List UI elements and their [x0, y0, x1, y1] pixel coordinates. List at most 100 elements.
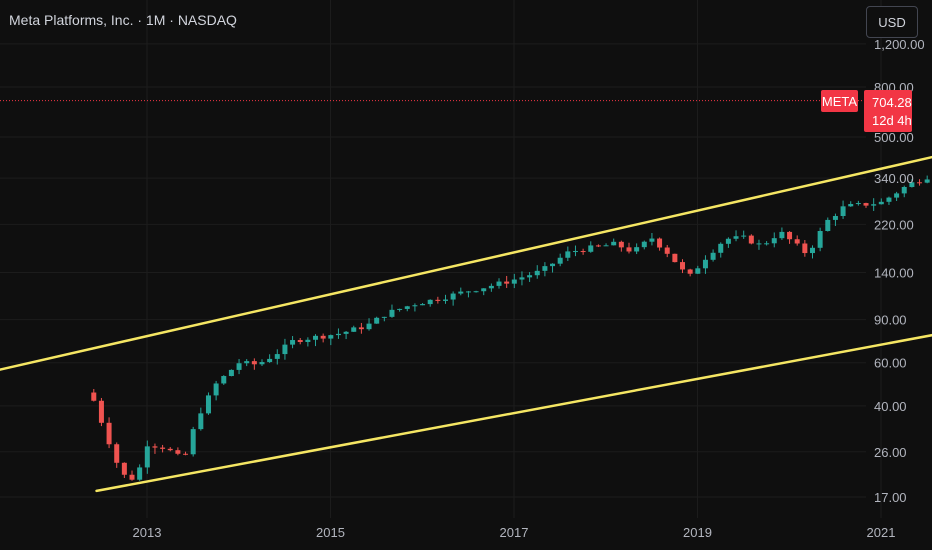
candle-body: [734, 236, 739, 239]
candle-body: [527, 275, 532, 277]
candle-body: [145, 446, 150, 467]
price-tag-price: 704.28: [872, 95, 912, 110]
candle-body: [894, 193, 899, 197]
candle-body: [275, 354, 280, 359]
candle-body: [764, 243, 769, 244]
candle-body: [305, 340, 310, 342]
candle-body: [779, 232, 784, 238]
candle-body: [711, 253, 716, 260]
candle-body: [626, 247, 631, 251]
candle-body: [183, 454, 188, 455]
candle-body: [749, 236, 754, 244]
candle-body: [282, 345, 287, 354]
candle-body: [168, 449, 173, 450]
candle-body: [703, 260, 708, 269]
candle-body: [389, 310, 394, 317]
candle-body: [871, 204, 876, 205]
candle-body: [481, 288, 486, 291]
price-tick-label: 40.00: [874, 399, 907, 414]
candle-body: [596, 245, 601, 246]
candle-body: [588, 245, 593, 251]
candle-body: [787, 232, 792, 239]
candle-body: [886, 198, 891, 202]
candle-body: [451, 294, 456, 300]
price-tick-label: 90.00: [874, 313, 907, 328]
candle-body: [542, 266, 547, 271]
candle-body: [130, 475, 135, 480]
candle-body: [558, 258, 563, 264]
trendline-drawings[interactable]: [0, 37, 932, 491]
candle-body: [252, 361, 257, 364]
candle-body: [856, 203, 861, 204]
candle-body: [114, 444, 119, 463]
time-tick-label: 2013: [133, 525, 162, 540]
candle-body: [802, 243, 807, 253]
candle-body: [237, 363, 242, 370]
price-tick-label: 140.00: [874, 266, 914, 281]
time-tick-label: 2015: [316, 525, 345, 540]
candle-body: [795, 239, 800, 243]
currency-button[interactable]: USD: [866, 6, 918, 38]
candle-body: [428, 300, 433, 304]
channel-upper-line[interactable]: [0, 37, 932, 382]
candle-body: [229, 370, 234, 376]
candle-body: [864, 203, 869, 206]
candle-body: [313, 336, 318, 340]
candle-body: [519, 277, 524, 279]
candle-body: [336, 334, 341, 335]
candle-body: [359, 327, 364, 329]
candle-body: [344, 332, 349, 334]
candle-body: [619, 242, 624, 248]
candle-body: [474, 291, 479, 292]
candle-body: [198, 413, 203, 429]
candle-body: [374, 318, 379, 324]
price-tag-countdown: 12d 4h: [872, 113, 912, 128]
candle-body: [833, 216, 838, 220]
candle-body: [290, 340, 295, 345]
candle-body: [672, 254, 677, 262]
candle-body: [443, 300, 448, 301]
candle-body: [879, 202, 884, 204]
candle-body: [680, 262, 685, 269]
time-tick-label: 2021: [867, 525, 896, 540]
candle-body: [573, 251, 578, 252]
candle-body: [848, 204, 853, 206]
candle-body: [772, 238, 777, 243]
price-tick-label: 26.00: [874, 445, 907, 460]
candle-body: [917, 182, 922, 183]
candle-body: [175, 450, 180, 454]
time-axis[interactable]: 20132015201720192021202320252027: [133, 525, 932, 540]
candle-body: [925, 179, 930, 182]
candle-body: [512, 280, 517, 284]
candle-body: [497, 282, 502, 286]
candle-body: [504, 282, 509, 284]
candlestick-series: [91, 99, 932, 481]
candle-body: [604, 245, 609, 246]
candle-body: [695, 268, 700, 273]
candle-body: [382, 317, 387, 318]
candle-body: [466, 291, 471, 292]
candle-body: [298, 340, 303, 342]
candle-body: [321, 336, 326, 339]
candle-body: [328, 335, 333, 338]
price-tick-label: 500.00: [874, 130, 914, 145]
candle-body: [244, 361, 249, 363]
candle-body: [458, 292, 463, 294]
chart-grid: [0, 0, 932, 518]
price-tick-label: 340.00: [874, 171, 914, 186]
price-tick-label: 220.00: [874, 217, 914, 232]
candle-body: [191, 429, 196, 454]
candle-body: [259, 362, 264, 364]
price-tick-label: 60.00: [874, 356, 907, 371]
candle-body: [405, 306, 410, 309]
candle-body: [367, 324, 372, 330]
candle-body: [634, 247, 639, 251]
candle-body: [267, 359, 272, 362]
candle-body: [902, 187, 907, 193]
candle-body: [818, 231, 823, 248]
candle-body: [535, 271, 540, 275]
candle-body: [160, 448, 165, 449]
candle-body: [688, 269, 693, 273]
candle-body: [152, 446, 157, 447]
